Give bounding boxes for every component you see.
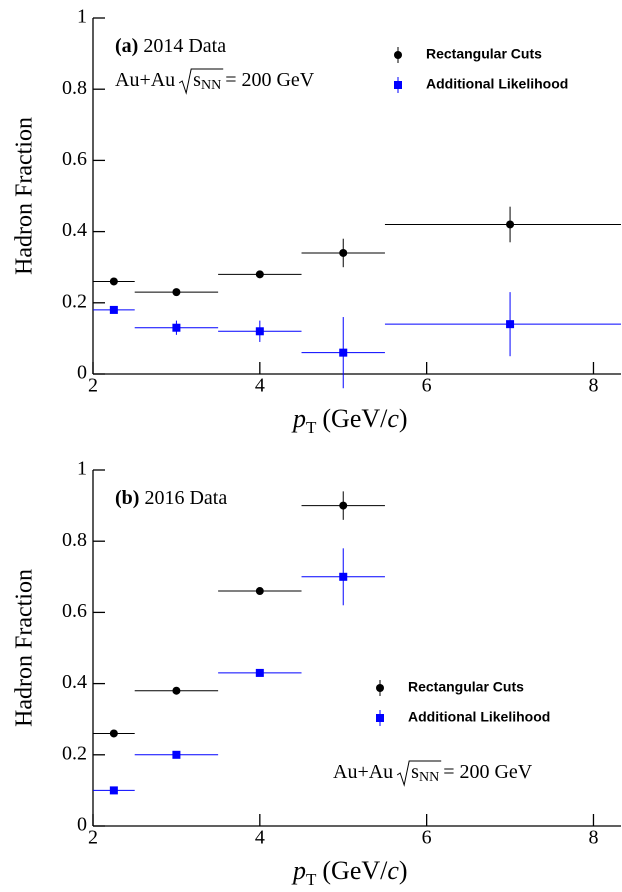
y-axis-label: Hadron Fraction bbox=[12, 569, 38, 727]
legend-marker bbox=[394, 51, 402, 59]
x-tick-label: 6 bbox=[422, 827, 432, 849]
y-tick-label: 0.8 bbox=[62, 529, 87, 551]
data-point bbox=[255, 587, 264, 596]
x-label-var: p bbox=[291, 856, 306, 885]
y-tick-label: 0.4 bbox=[62, 671, 87, 693]
x-label-unit-var: c bbox=[387, 404, 399, 433]
annotation-prefix: Au+Au bbox=[333, 761, 393, 783]
legend-label: Additional Likelihood bbox=[426, 76, 568, 92]
data-point bbox=[506, 220, 515, 229]
panel-title: (a) 2014 Data bbox=[115, 35, 226, 57]
y-tick-label: 1 bbox=[77, 6, 87, 28]
y-tick-label: 0.6 bbox=[62, 600, 87, 622]
y-tick-label: 0.4 bbox=[62, 219, 87, 241]
y-axis-label: Hadron Fraction bbox=[12, 117, 38, 275]
x-axis-label: pT (GeV/c) bbox=[291, 856, 408, 889]
panel-title: (b) 2016 Data bbox=[115, 487, 227, 509]
panel-label: (a) bbox=[115, 35, 138, 57]
x-tick-label: 8 bbox=[588, 375, 598, 397]
x-tick-label: 6 bbox=[422, 375, 432, 397]
data-point bbox=[172, 288, 181, 297]
data-point bbox=[339, 348, 348, 357]
data-point bbox=[172, 750, 181, 759]
x-label-sub: T bbox=[306, 870, 317, 889]
x-tick-label: 2 bbox=[88, 827, 98, 849]
x-label-unit-var: c bbox=[387, 856, 399, 885]
panel-label: (b) bbox=[115, 487, 139, 509]
x-tick-label: 4 bbox=[255, 827, 265, 849]
legend-label: Rectangular Cuts bbox=[408, 679, 524, 695]
annotation-suffix: = 200 GeV bbox=[443, 761, 533, 783]
data-point bbox=[339, 248, 348, 257]
y-tick-label: 0 bbox=[77, 362, 87, 384]
data-point bbox=[172, 323, 181, 332]
annotation-subscript: NN bbox=[419, 770, 439, 785]
panel-title-text: 2016 Data bbox=[144, 487, 227, 509]
x-tick-label: 4 bbox=[255, 375, 265, 397]
y-tick-label: 1 bbox=[77, 458, 87, 480]
x-label-close: ) bbox=[399, 856, 408, 885]
y-tick-label: 0.2 bbox=[62, 290, 87, 312]
y-tick-label: 0.8 bbox=[62, 77, 87, 99]
y-tick-label: 0 bbox=[77, 814, 87, 836]
x-label-open: (GeV/ bbox=[322, 404, 388, 433]
plot-area bbox=[93, 206, 621, 389]
radical-sign bbox=[178, 68, 224, 95]
y-tick-label: 0.2 bbox=[62, 742, 87, 764]
data-point bbox=[109, 305, 118, 314]
radical-sign bbox=[396, 760, 442, 787]
x-axis-label: pT (GeV/c) bbox=[291, 404, 408, 437]
annotation: Au+Au sNN = 200 GeV bbox=[333, 761, 533, 786]
y-tick-label: 0.6 bbox=[62, 148, 87, 170]
x-label-open: (GeV/ bbox=[322, 856, 388, 885]
data-point bbox=[255, 668, 264, 677]
data-point bbox=[172, 686, 181, 695]
x-label-close: ) bbox=[399, 404, 408, 433]
legend-label: Rectangular Cuts bbox=[426, 46, 542, 62]
annotation-radicand: s bbox=[193, 69, 201, 91]
data-point bbox=[339, 501, 348, 510]
annotation: Au+Au sNN = 200 GeV bbox=[115, 69, 315, 94]
x-label-var: p bbox=[291, 404, 306, 433]
data-point bbox=[339, 572, 348, 581]
x-label-sub: T bbox=[306, 418, 317, 437]
plot-area bbox=[93, 491, 385, 795]
legend-marker bbox=[376, 684, 384, 692]
legend-marker bbox=[376, 714, 384, 722]
data-point bbox=[109, 277, 118, 286]
data-point bbox=[255, 270, 264, 279]
panel-title-text: 2014 Data bbox=[143, 35, 226, 57]
annotation-prefix: Au+Au bbox=[115, 69, 175, 91]
annotation-subscript: NN bbox=[201, 78, 221, 93]
x-tick-label: 8 bbox=[588, 827, 598, 849]
legend-label: Additional Likelihood bbox=[408, 709, 550, 725]
legend-marker bbox=[394, 81, 402, 89]
data-point bbox=[506, 320, 515, 329]
annotation-radicand: s bbox=[411, 761, 419, 783]
annotation-suffix: = 200 GeV bbox=[225, 69, 315, 91]
data-point bbox=[109, 786, 118, 795]
data-point bbox=[109, 729, 118, 738]
data-point bbox=[255, 327, 264, 336]
x-tick-label: 2 bbox=[88, 375, 98, 397]
